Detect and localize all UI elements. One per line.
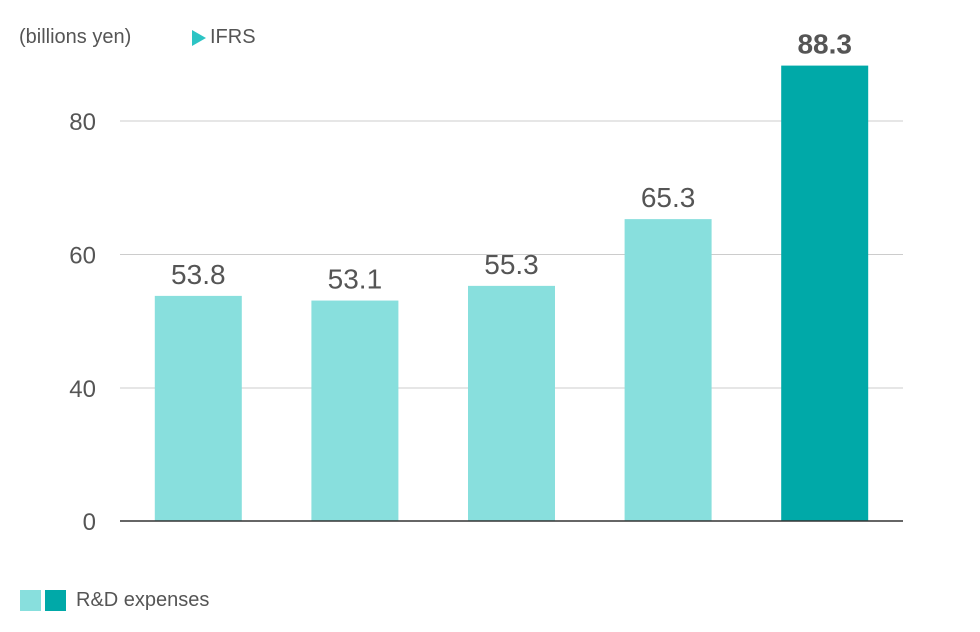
y-tick-label: 60 (69, 243, 96, 270)
legend-label: R&D expenses (76, 589, 210, 611)
bar (311, 300, 399, 521)
y-tick-label: 0 (83, 509, 96, 536)
bar (624, 219, 712, 521)
bar-value-label: 88.3 (797, 29, 852, 60)
triangle-marker-icon (192, 29, 206, 46)
y-tick-label: 40 (69, 376, 96, 403)
bar-value-label: 53.1 (328, 264, 383, 295)
legend-swatch-dark (45, 590, 66, 611)
legend-swatch-light (20, 590, 41, 611)
bar-value-label: 65.3 (641, 182, 696, 213)
bar-value-label: 53.8 (171, 259, 226, 290)
ifrs-note: IFRS (192, 26, 256, 49)
bar (781, 65, 869, 521)
y-tick-label: 80 (69, 109, 96, 136)
bar (154, 295, 242, 521)
bar (468, 285, 555, 521)
legend: R&D expenses (20, 589, 209, 612)
ifrs-label: IFRS (210, 26, 256, 48)
bar-value-label: 55.3 (484, 249, 539, 280)
unit-label: (billions yen) (19, 26, 132, 48)
